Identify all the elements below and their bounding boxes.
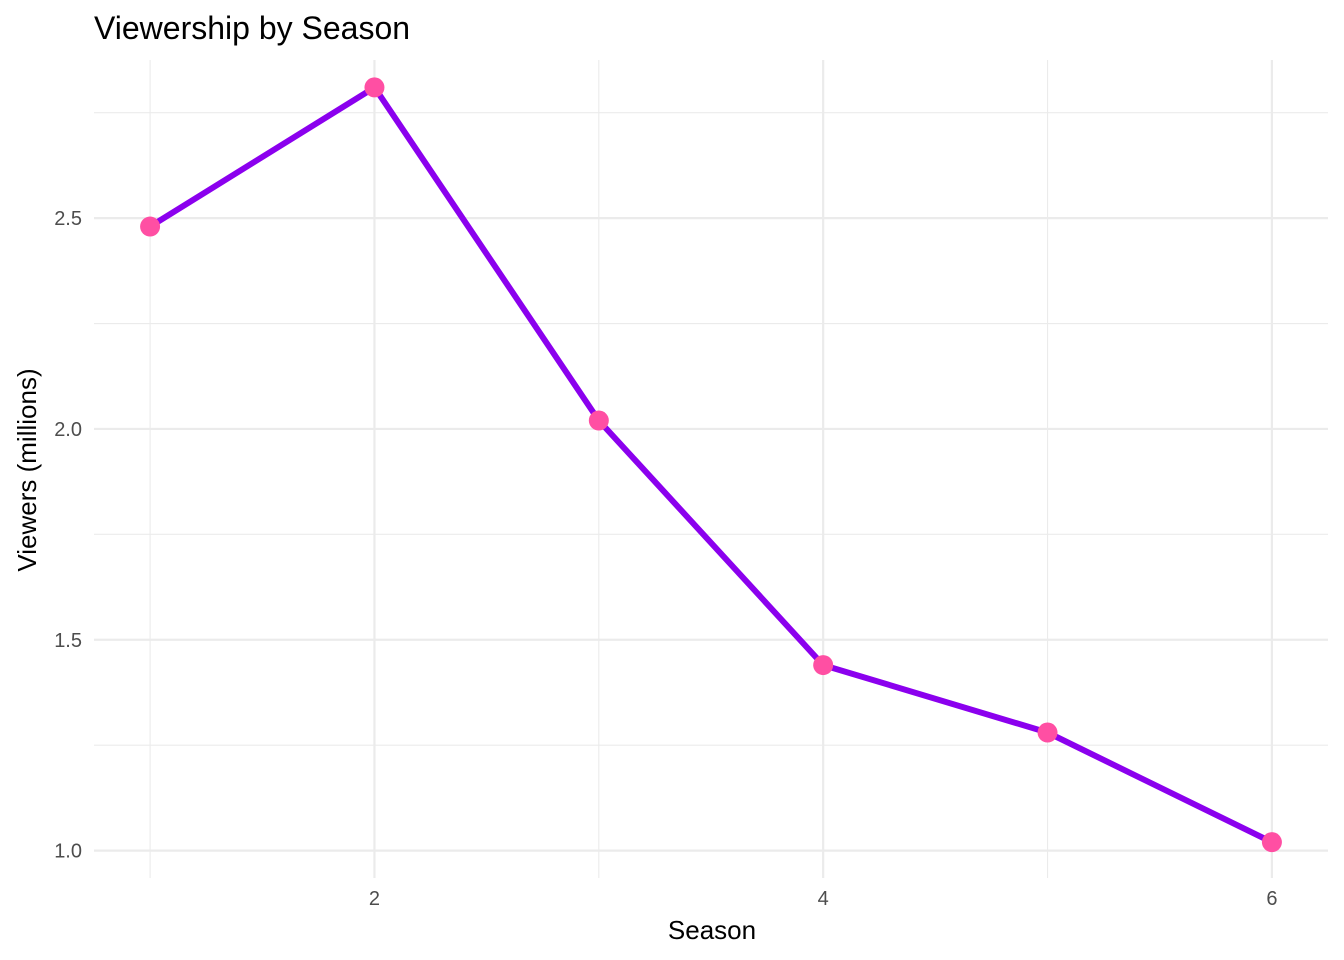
data-point-season-2	[364, 77, 385, 98]
x-tick-label: 2	[369, 888, 380, 910]
data-point-season-4	[813, 655, 834, 676]
y-tick-label: 2.5	[54, 208, 82, 230]
data-point-season-1	[140, 216, 161, 237]
series-line-layer	[148, 84, 1274, 845]
data-point-season-6	[1261, 832, 1282, 853]
x-axis-title: Season	[668, 915, 756, 945]
y-tick-label: 2.0	[54, 419, 82, 441]
data-point-season-3	[588, 410, 609, 431]
x-axis-tick-labels: 2 4 6	[369, 888, 1278, 910]
y-axis-tick-labels: 1.0 1.5 2.0 2.5	[54, 208, 82, 862]
data-point-season-5	[1037, 722, 1058, 743]
data-points	[140, 77, 1282, 853]
chart-title: Viewership by Season	[94, 10, 410, 46]
y-tick-label: 1.5	[54, 630, 82, 652]
grid	[94, 60, 1328, 878]
y-axis-title: Viewers (millions)	[12, 368, 42, 571]
y-tick-label: 1.0	[54, 841, 82, 863]
x-tick-label: 4	[818, 888, 829, 910]
series-line	[148, 84, 1274, 845]
x-tick-label: 6	[1266, 888, 1277, 910]
